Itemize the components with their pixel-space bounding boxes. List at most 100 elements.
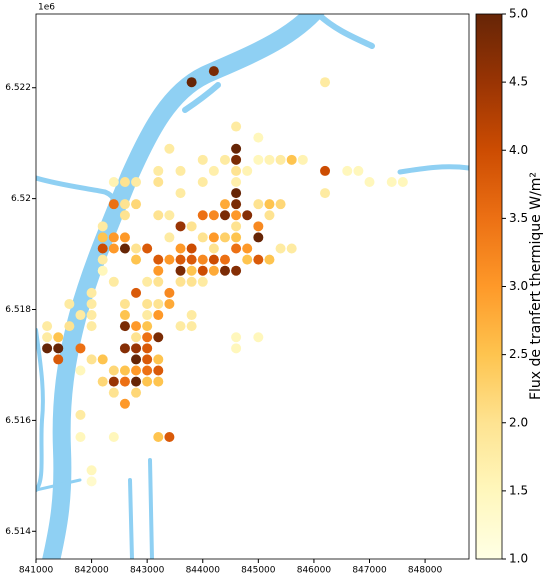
- point: [320, 165, 331, 176]
- point: [142, 332, 153, 343]
- point: [64, 298, 75, 309]
- x-tick-label: 843000: [130, 566, 165, 576]
- point: [119, 199, 130, 210]
- point: [131, 176, 142, 187]
- y-tick-label: 6.522: [5, 83, 31, 93]
- colorbar-tick-label: 3.5: [509, 211, 528, 225]
- point: [186, 254, 197, 265]
- point: [86, 321, 97, 332]
- point: [197, 176, 208, 187]
- point: [164, 298, 175, 309]
- point: [231, 121, 242, 132]
- point: [219, 254, 230, 265]
- point: [186, 221, 197, 232]
- point: [164, 254, 175, 265]
- point: [119, 232, 130, 243]
- point: [253, 332, 264, 343]
- point: [119, 376, 130, 387]
- point: [97, 221, 108, 232]
- point: [119, 321, 130, 332]
- point: [386, 176, 397, 187]
- point: [364, 176, 375, 187]
- point: [175, 254, 186, 265]
- point: [264, 199, 275, 210]
- point: [75, 365, 86, 376]
- point: [142, 365, 153, 376]
- point: [75, 432, 86, 443]
- point: [231, 165, 242, 176]
- point: [142, 310, 153, 321]
- point: [119, 343, 130, 354]
- point: [186, 276, 197, 287]
- point: [42, 343, 53, 354]
- river-branch: [315, 14, 375, 49]
- point: [153, 254, 164, 265]
- point: [208, 232, 219, 243]
- point: [131, 287, 142, 298]
- point: [353, 165, 364, 176]
- point: [131, 243, 142, 254]
- colorbar-label: Flux de tranfert thermique W/m²: [528, 172, 544, 400]
- point: [42, 321, 53, 332]
- point: [86, 465, 97, 476]
- point: [320, 188, 331, 199]
- point: [197, 276, 208, 287]
- point: [275, 199, 286, 210]
- point: [86, 476, 97, 487]
- point: [297, 154, 308, 165]
- point: [286, 243, 297, 254]
- river-layer: [36, 14, 469, 559]
- y-tick-label: 6.514: [5, 527, 31, 537]
- point: [142, 376, 153, 387]
- point: [219, 154, 230, 165]
- point: [142, 343, 153, 354]
- point: [231, 265, 242, 276]
- point: [219, 199, 230, 210]
- point: [108, 432, 119, 443]
- plot-frame: [35, 13, 470, 560]
- point: [119, 398, 130, 409]
- point: [131, 343, 142, 354]
- point: [75, 310, 86, 321]
- point: [208, 210, 219, 221]
- point: [153, 365, 164, 376]
- point: [131, 354, 142, 365]
- point: [253, 221, 264, 232]
- point: [186, 265, 197, 276]
- point: [231, 210, 242, 221]
- point: [53, 343, 64, 354]
- point: [253, 199, 264, 210]
- point: [86, 310, 97, 321]
- point: [231, 332, 242, 343]
- point: [175, 321, 186, 332]
- point: [153, 376, 164, 387]
- point: [153, 298, 164, 309]
- x-tick-label: 845000: [241, 566, 276, 576]
- point: [164, 210, 175, 221]
- point: [108, 387, 119, 398]
- point: [142, 298, 153, 309]
- point: [231, 232, 242, 243]
- x-tick-label: 841000: [19, 566, 54, 576]
- point: [253, 132, 264, 143]
- point: [131, 365, 142, 376]
- point: [119, 310, 130, 321]
- point: [64, 321, 75, 332]
- point: [97, 376, 108, 387]
- x-tick-label: 847000: [352, 566, 387, 576]
- point: [108, 232, 119, 243]
- point: [197, 265, 208, 276]
- y-tick-label: 6.52: [11, 194, 31, 204]
- points: [42, 66, 408, 487]
- river-branch: [36, 328, 45, 492]
- x-tick-label: 846000: [297, 566, 332, 576]
- point: [175, 243, 186, 254]
- colorbar-tick-label: 2.0: [509, 415, 528, 429]
- point: [131, 332, 142, 343]
- river-branch: [397, 164, 469, 175]
- point: [153, 310, 164, 321]
- point: [164, 432, 175, 443]
- colorbar-tick-label: 5.0: [509, 7, 528, 21]
- point: [342, 165, 353, 176]
- point: [219, 232, 230, 243]
